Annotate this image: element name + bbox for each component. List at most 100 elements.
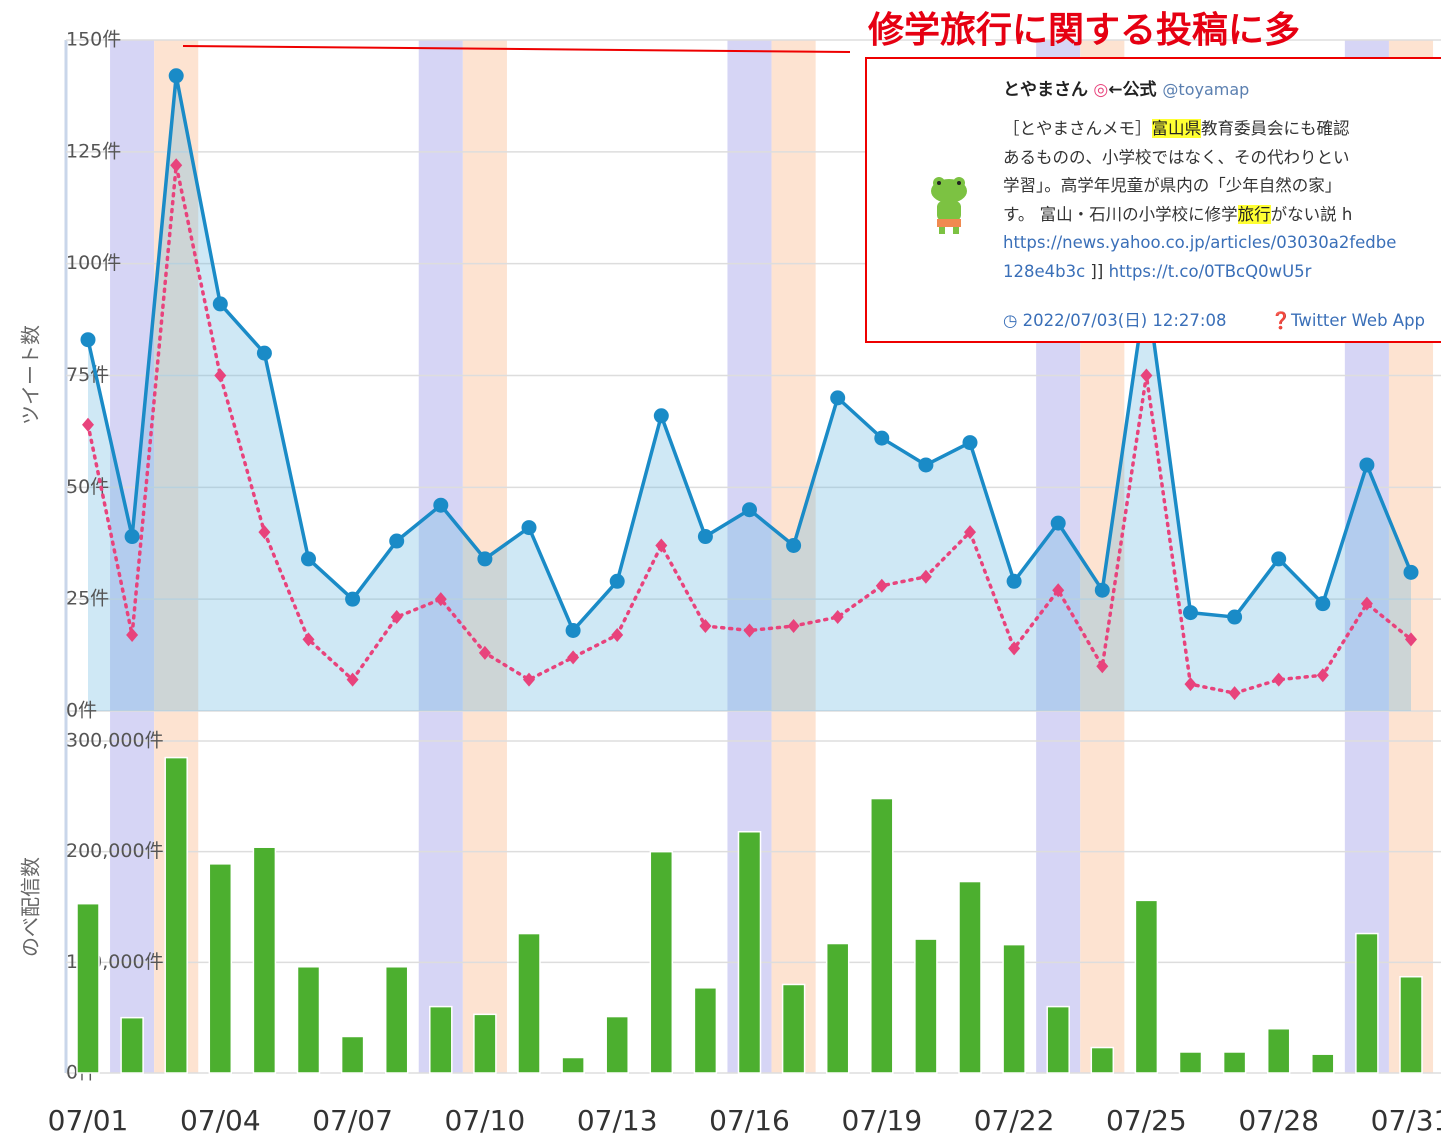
tweet-card: とやまさん ◎←公式 @toyamap ［とやまさんメモ］富山県教育委員会にも確… — [865, 57, 1441, 343]
x-tick-label: 07/28 — [1238, 1104, 1319, 1137]
point — [786, 538, 801, 553]
point — [522, 520, 537, 535]
handle: @toyamap — [1162, 80, 1249, 99]
avatar — [925, 175, 973, 235]
bar — [562, 1058, 584, 1073]
bar — [209, 864, 231, 1073]
tweet-text: 教育委員会にも確認 — [1201, 119, 1350, 138]
y-tick-label: 125件 — [66, 140, 121, 162]
x-tick-label: 07/13 — [577, 1104, 658, 1137]
point — [963, 435, 978, 450]
tweet-link[interactable]: 128e4b3c — [1003, 262, 1085, 281]
bar — [386, 967, 408, 1073]
y-tick-label: 0件 — [66, 700, 97, 722]
bar — [783, 984, 805, 1073]
point — [698, 529, 713, 544]
bar — [650, 852, 672, 1073]
page: 0件25件50件75件100件125件150件0件100,000件200,000… — [0, 0, 1441, 1139]
tweet-text: 旅行 — [1238, 205, 1271, 224]
bar — [1224, 1052, 1246, 1073]
bar — [518, 934, 540, 1073]
bar — [959, 882, 981, 1073]
y-tick-label: 100件 — [66, 252, 121, 274]
point — [389, 534, 404, 549]
bar — [77, 904, 99, 1073]
tweet-line: あるものの、小学校ではなく、その代わりとい — [1003, 144, 1396, 173]
point — [566, 623, 581, 638]
y-axis-title: のべ配信数 — [19, 857, 43, 957]
point — [1271, 551, 1286, 566]
bar — [1003, 945, 1025, 1073]
tweet-line: https://news.yahoo.co.jp/articles/03030a… — [1003, 229, 1396, 258]
bar — [1091, 1048, 1113, 1073]
annotation-title: 修学旅行に関する投稿に多 — [868, 9, 1300, 51]
bar — [1135, 900, 1157, 1073]
bar — [1047, 1007, 1069, 1073]
point — [81, 332, 96, 347]
x-tick-label: 07/10 — [445, 1104, 526, 1137]
bar — [1356, 934, 1378, 1073]
x-tick-label: 07/01 — [48, 1104, 129, 1137]
point — [477, 551, 492, 566]
y-tick-label: 25件 — [66, 588, 109, 610]
tweet-body: ［とやまさんメモ］富山県教育委員会にも確認あるものの、小学校ではなく、その代わり… — [1003, 115, 1396, 286]
point — [1183, 605, 1198, 620]
point — [345, 592, 360, 607]
point — [1007, 574, 1022, 589]
x-tick-label: 07/31 — [1371, 1104, 1441, 1137]
bar — [342, 1036, 364, 1073]
x-tick-label: 07/25 — [1106, 1104, 1187, 1137]
y-tick-label: 75件 — [66, 364, 109, 386]
bar — [430, 1007, 452, 1073]
bar — [871, 799, 893, 1073]
tweet-line: 128e4b3c ]] https://t.co/0TBcQ0wU5r — [1003, 258, 1396, 287]
x-tick-label: 07/19 — [841, 1104, 922, 1137]
point — [257, 346, 272, 361]
bar — [915, 939, 937, 1073]
x-tick-label: 07/07 — [312, 1104, 393, 1137]
tweet-text: 学習」。高学年児童が県内の「少年自然の家」 — [1003, 176, 1341, 195]
tweet-author: とやまさん ◎←公式 @toyamap — [1003, 75, 1249, 100]
bar — [694, 988, 716, 1073]
tweet-link[interactable]: https://t.co/0TBcQ0wU5r — [1109, 262, 1312, 281]
bar — [1180, 1052, 1202, 1073]
point — [1315, 596, 1330, 611]
point — [1227, 610, 1242, 625]
tweet-text: あるものの、小学校ではなく、その代わりとい — [1003, 148, 1350, 167]
y-axis-title: ツイート数 — [19, 325, 43, 425]
tweet-text: す。 富山・石川の小学校に修学 — [1003, 205, 1238, 224]
y-tick-label: 150件 — [66, 29, 121, 51]
author-name: とやまさん — [1003, 80, 1088, 100]
tweet-text: がない説 h — [1271, 205, 1353, 224]
tweet-line: す。 富山・石川の小学校に修学旅行がない説 h — [1003, 201, 1396, 230]
point — [213, 296, 228, 311]
bar — [298, 967, 320, 1073]
official-mark: ←公式 — [1108, 80, 1156, 100]
point — [1095, 583, 1110, 598]
point — [610, 574, 625, 589]
bar — [606, 1017, 628, 1073]
x-tick-label: 07/16 — [709, 1104, 790, 1137]
bar — [1312, 1054, 1334, 1073]
point — [654, 408, 669, 423]
point — [742, 502, 757, 517]
bar — [474, 1014, 496, 1073]
tweet-source: Twitter Web App — [1291, 311, 1425, 330]
point — [1359, 457, 1374, 472]
x-tick-label: 07/22 — [974, 1104, 1055, 1137]
point — [1404, 565, 1419, 580]
tweet-footer: ◷ 2022/07/03(日) 12:27:08❓Twitter Web App — [1003, 307, 1441, 331]
point — [830, 390, 845, 405]
y-tick-label: 300,000件 — [66, 730, 164, 752]
x-tick-label: 07/04 — [180, 1104, 261, 1137]
point — [918, 457, 933, 472]
tweet-line: 学習」。高学年児童が県内の「少年自然の家」 — [1003, 172, 1396, 201]
tweet-link[interactable]: https://news.yahoo.co.jp/articles/03030a… — [1003, 233, 1396, 252]
tweet-line: ［とやまさんメモ］富山県教育委員会にも確認 — [1003, 115, 1396, 144]
y-tick-label: 200,000件 — [66, 840, 164, 862]
point — [169, 68, 184, 83]
point — [1051, 516, 1066, 531]
bar — [165, 758, 187, 1073]
bar — [1268, 1029, 1290, 1073]
point — [433, 498, 448, 513]
